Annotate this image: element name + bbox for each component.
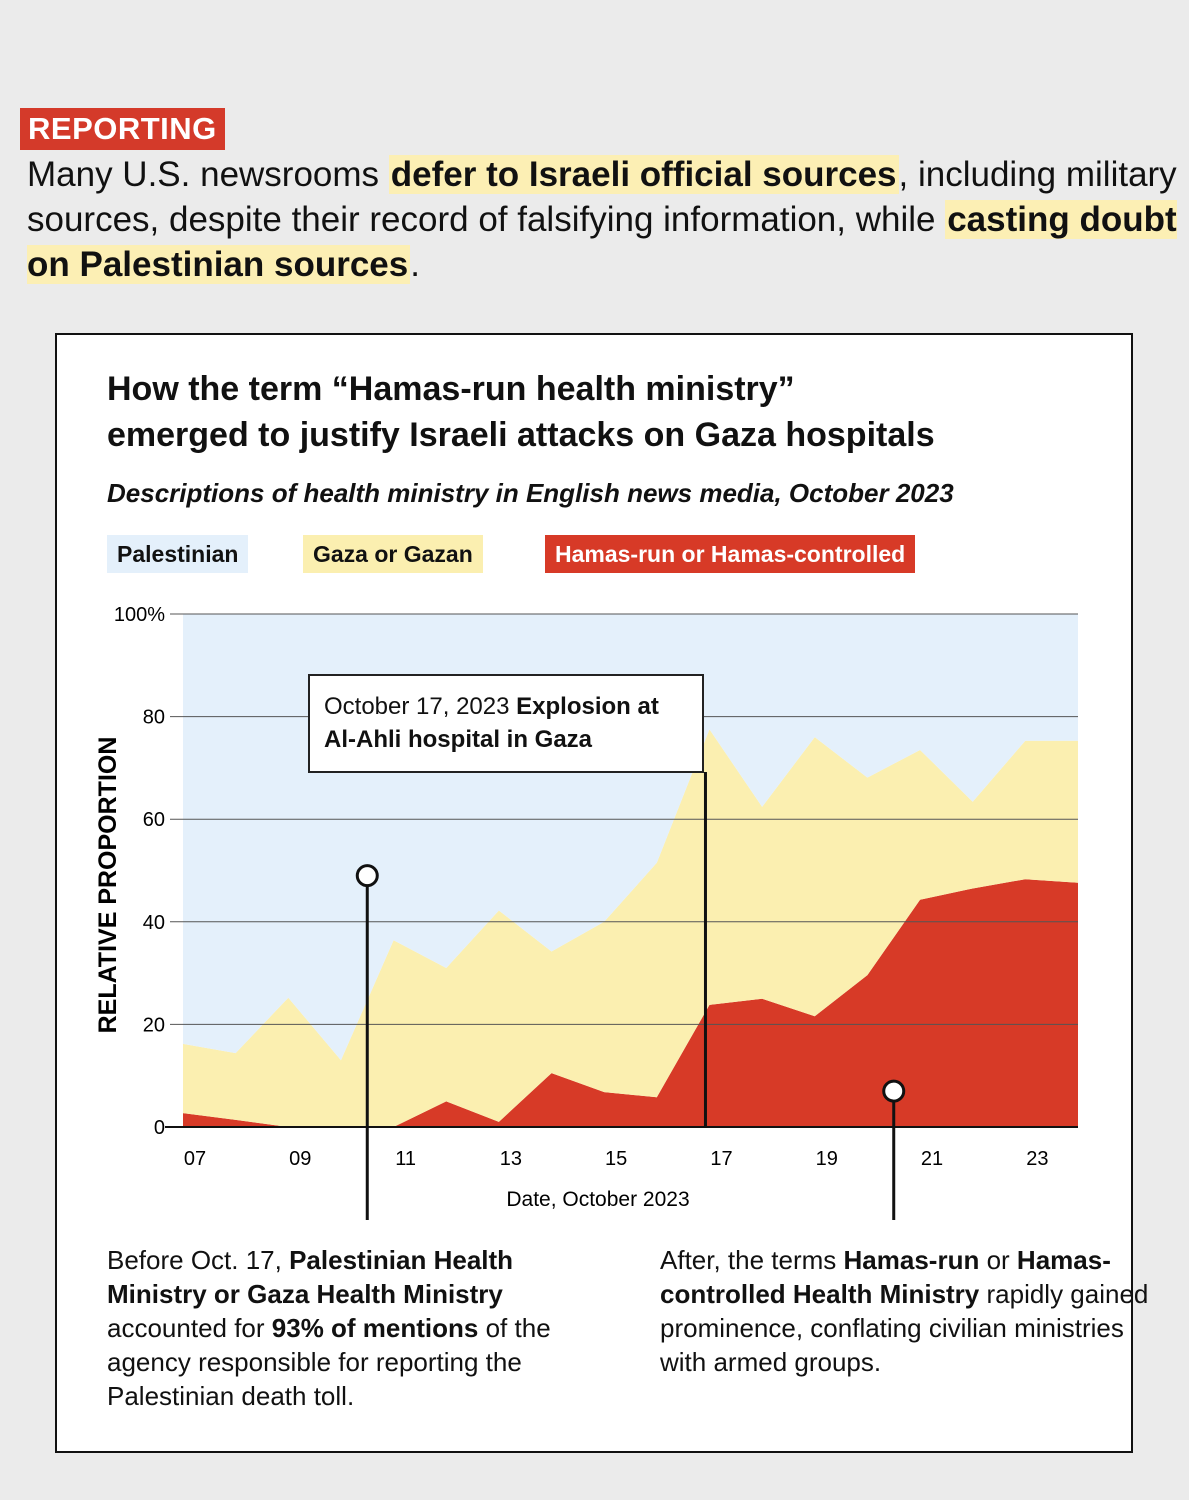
- chart-subtitle: Descriptions of health ministry in Engli…: [107, 478, 954, 508]
- emphasis-text: Hamas-controlled Health Ministry: [660, 1245, 1111, 1309]
- x-tick-label: 09: [289, 1148, 311, 1170]
- annotation-date: October 17, 2023: [324, 693, 517, 720]
- marker-circle: [882, 1079, 906, 1103]
- emphasis-text: Hamas-run: [843, 1245, 980, 1275]
- x-tick-label: 13: [500, 1148, 522, 1170]
- emphasis-text: Palestinian Health Ministry or Gaza Heal…: [107, 1245, 514, 1309]
- x-axis-label: Date, October 2023: [506, 1188, 689, 1211]
- chart-title: How the term “Hamas-run health ministry”…: [107, 366, 1107, 458]
- emphasis-text: 93% of mentions: [271, 1313, 479, 1343]
- legend-hamas: Hamas-run or Hamas-controlled: [545, 535, 916, 573]
- y-tick-label: 20: [143, 1014, 165, 1036]
- marker-circle: [355, 864, 379, 888]
- x-tick-label: 11: [395, 1148, 416, 1170]
- x-tick-label: 23: [1026, 1148, 1048, 1170]
- chart-title-line1: How the term “Hamas-run health ministry”: [107, 370, 795, 408]
- x-tick-label: 15: [605, 1148, 627, 1170]
- text-segment: of the agency responsible for reporting …: [107, 1313, 551, 1411]
- lede-text: Many U.S. newsrooms defer to Israeli off…: [27, 152, 1177, 287]
- text-segment: .: [410, 245, 420, 284]
- legend-palestinian: Palestinian: [107, 535, 249, 573]
- y-tick-label: 80: [143, 707, 165, 729]
- note-after: After, the terms Hamas-run or Hamas-cont…: [660, 1243, 1160, 1379]
- x-tick-label: 21: [921, 1148, 943, 1170]
- emphasis-text: defer to Israeli official sources: [388, 155, 899, 194]
- text-segment: or: [979, 1245, 1017, 1275]
- x-tick-label: 07: [184, 1148, 206, 1170]
- section-tag: REPORTING: [20, 108, 225, 150]
- text-segment: Before Oct. 17,: [107, 1245, 290, 1275]
- text-segment: Many U.S. newsrooms: [27, 155, 389, 194]
- annotation-event: Explosion at Al-Ahli hospital in Gaza: [324, 693, 659, 753]
- x-tick-label: 19: [816, 1148, 838, 1170]
- legend-gaza: Gaza or Gazan: [303, 535, 483, 573]
- y-tick-label: 60: [143, 809, 165, 831]
- note-before: Before Oct. 17, Palestinian Health Minis…: [107, 1243, 607, 1413]
- text-segment: , including military sources, despite th…: [27, 155, 1177, 239]
- chart-title-line2: emerged to justify Israeli attacks on Ga…: [107, 416, 935, 454]
- text-segment: rapidly gained prominence, conflating ci…: [660, 1279, 1149, 1377]
- annotation-box: October 17, 2023 Explosion at Al-Ahli ho…: [308, 674, 704, 773]
- area-gaza-or-gazan: [183, 729, 1078, 1127]
- y-axis-label: RELATIVE PROPORTION: [94, 737, 122, 1034]
- text-segment: After, the terms: [660, 1245, 844, 1275]
- y-tick-label: 0: [154, 1117, 165, 1139]
- area-hamas-run-or-hamas-controlled: [183, 879, 1078, 1127]
- y-tick-label: 40: [143, 912, 165, 934]
- text-segment: accounted for: [107, 1313, 272, 1343]
- x-tick-label: 17: [710, 1148, 732, 1170]
- y-tick-label: 100%: [114, 604, 165, 626]
